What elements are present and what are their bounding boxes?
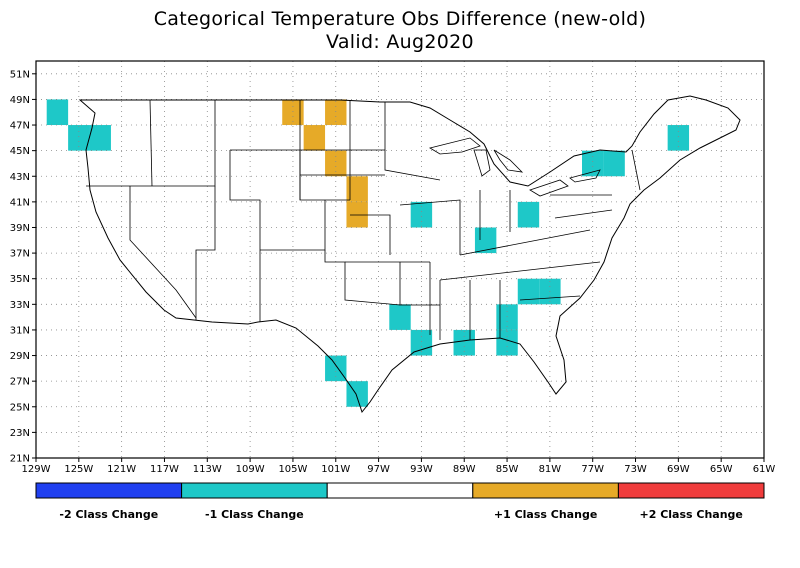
us-coastline xyxy=(78,95,741,414)
legend-label: -2 Class Change xyxy=(59,508,158,521)
lon-tick-label: 85W xyxy=(496,464,519,475)
lon-tick-label: 69W xyxy=(667,464,690,475)
great-lakes xyxy=(428,137,601,197)
lat-tick-label: 35N xyxy=(10,274,30,285)
map-title: Categorical Temperature Obs Difference (… xyxy=(153,8,647,30)
legend-swatch-plus2 xyxy=(617,482,765,499)
lat-tick-label: 25N xyxy=(10,402,30,413)
lon-tick-label: 129W xyxy=(22,464,51,475)
difference-cell xyxy=(325,150,347,177)
lon-tick-label: 81W xyxy=(539,464,562,475)
map-subtitle: Valid: Aug2020 xyxy=(326,31,474,53)
difference-cells xyxy=(46,99,690,407)
difference-cell xyxy=(68,125,90,151)
difference-cell xyxy=(282,99,304,126)
lon-tick-label: 89W xyxy=(453,464,476,475)
legend-label: +1 Class Change xyxy=(494,508,597,521)
state-borders xyxy=(86,99,641,340)
difference-cell xyxy=(325,99,347,126)
lon-tick-label: 61W xyxy=(753,464,776,475)
lat-tick-label: 43N xyxy=(10,172,30,183)
difference-cell xyxy=(46,99,69,126)
lat-tick-label: 33N xyxy=(10,300,30,311)
lat-tick-label: 29N xyxy=(10,351,30,362)
difference-cell xyxy=(303,125,326,151)
lon-tick-label: 97W xyxy=(367,464,390,475)
difference-cell xyxy=(517,201,540,228)
lat-tick-label: 37N xyxy=(10,249,30,260)
graticule xyxy=(35,61,765,459)
lat-tick-label: 47N xyxy=(10,121,30,132)
lon-tick-label: 73W xyxy=(624,464,647,475)
difference-cell xyxy=(667,125,690,151)
difference-cell xyxy=(410,201,433,228)
lat-tick-label: 45N xyxy=(10,146,30,157)
difference-cell xyxy=(325,355,347,382)
difference-cell xyxy=(389,304,411,330)
difference-cell xyxy=(603,150,625,177)
difference-cell xyxy=(453,329,475,356)
legend-label: -1 Class Change xyxy=(205,508,304,521)
legend-label: +2 Class Change xyxy=(640,508,743,521)
difference-cell xyxy=(496,329,518,356)
lon-tick-label: 101W xyxy=(321,464,350,475)
legend-swatch-zero xyxy=(326,482,474,499)
lon-tick-label: 113W xyxy=(193,464,222,475)
lon-tick-label: 121W xyxy=(107,464,136,475)
lon-tick-label: 117W xyxy=(150,464,179,475)
difference-cell xyxy=(410,329,433,356)
lon-tick-label: 93W xyxy=(410,464,433,475)
difference-cell xyxy=(582,150,604,177)
us-outline xyxy=(78,95,741,414)
lon-tick-label: 105W xyxy=(278,464,307,475)
difference-cell xyxy=(496,304,518,330)
lon-tick-label: 77W xyxy=(581,464,604,475)
axis-ticks: 129W 125W 121W 117W 113W 109W 105W 101W 97W 93W 89… xyxy=(10,69,776,475)
legend-colorbar: -2 Class Change -1 Class Change +1 Class C… xyxy=(35,482,765,521)
lon-tick-label: 65W xyxy=(710,464,733,475)
legend-swatch-minus2 xyxy=(35,482,183,499)
legend-swatch-plus1 xyxy=(472,482,619,499)
legend-swatch-minus1 xyxy=(181,482,328,499)
lat-tick-label: 41N xyxy=(10,197,30,208)
lat-tick-label: 23N xyxy=(10,428,30,439)
lon-tick-label: 109W xyxy=(236,464,265,475)
lon-tick-label: 125W xyxy=(64,464,93,475)
difference-cell xyxy=(474,227,497,254)
lat-tick-label: 39N xyxy=(10,223,30,234)
map-frame xyxy=(35,60,765,459)
lat-tick-label: 49N xyxy=(10,95,30,106)
difference-cell xyxy=(346,176,368,202)
difference-cell xyxy=(517,278,540,305)
lat-tick-label: 31N xyxy=(10,325,30,336)
lat-tick-label: 21N xyxy=(10,454,30,465)
difference-cell xyxy=(89,125,111,151)
lat-tick-label: 51N xyxy=(10,69,30,80)
lat-tick-label: 27N xyxy=(10,377,30,388)
